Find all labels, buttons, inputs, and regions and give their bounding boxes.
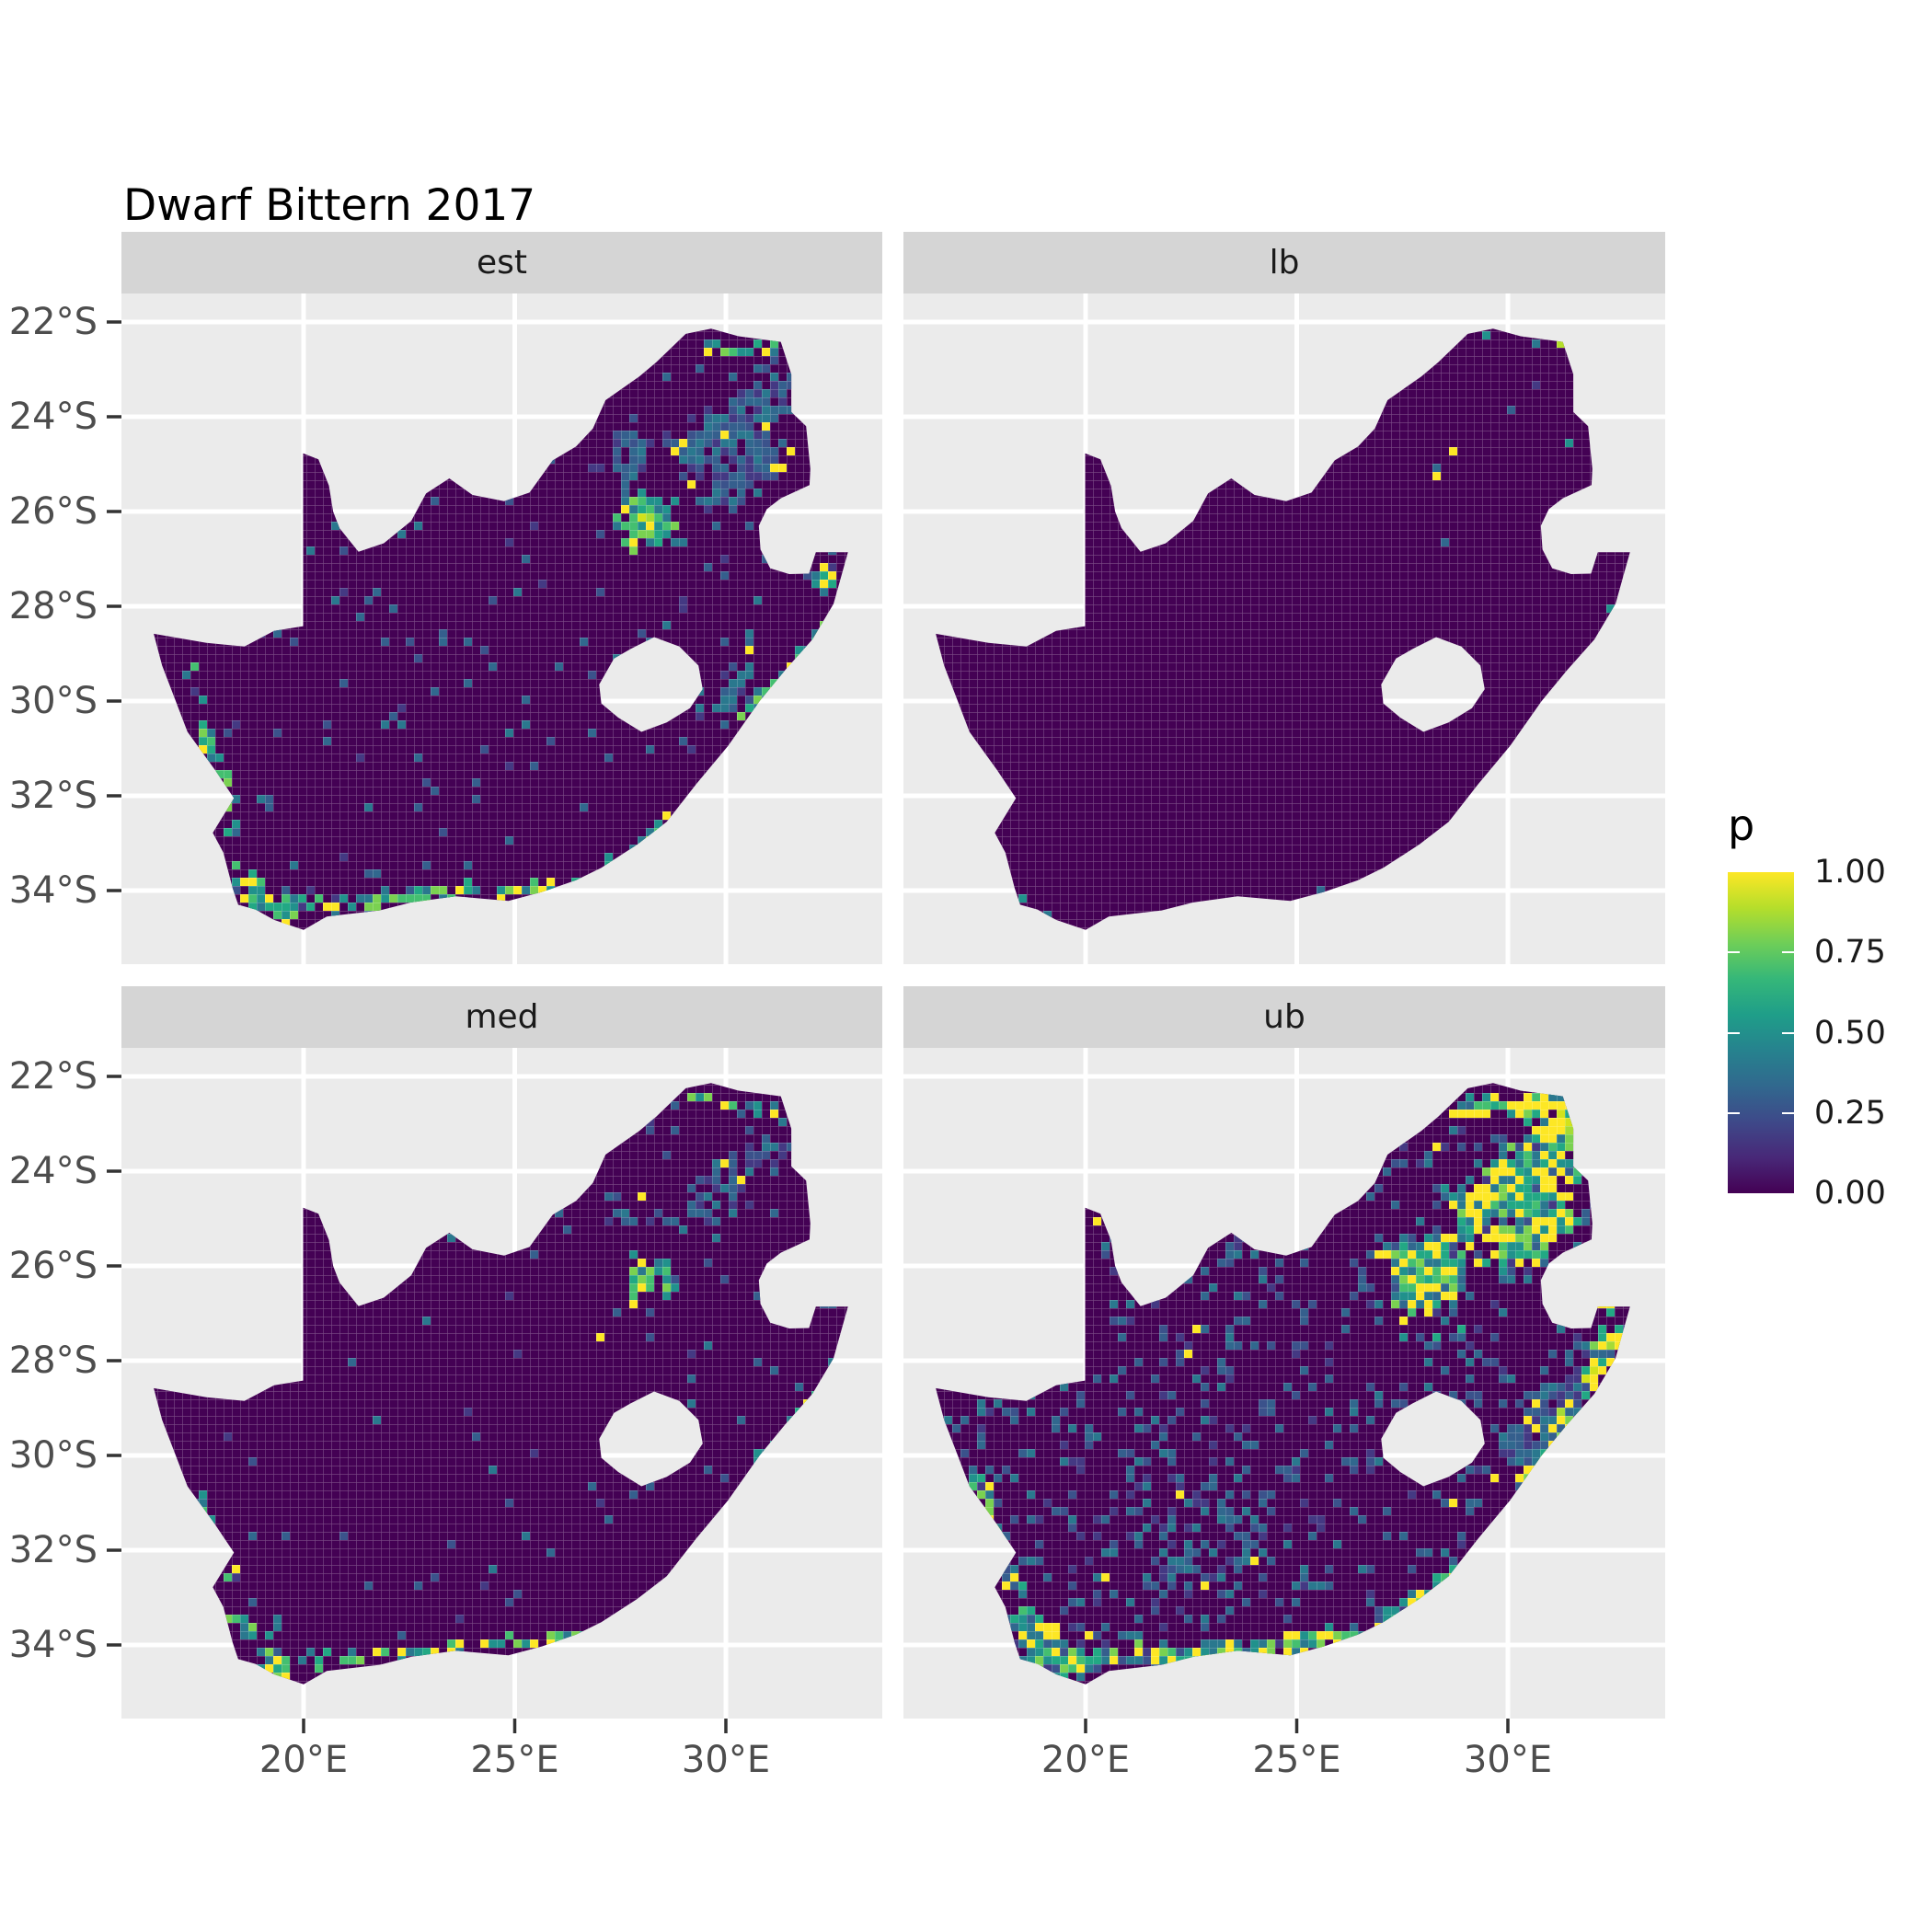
y-axis-label: 30°S — [8, 680, 98, 722]
facet-strip-med: med — [121, 986, 882, 1048]
y-axis-label: 32°S — [8, 775, 98, 817]
y-axis-label: 24°S — [8, 396, 98, 438]
colorbar-label: 1.00 — [1814, 854, 1886, 891]
y-axis-label: 28°S — [8, 1340, 98, 1382]
colorbar-label: 0.25 — [1814, 1094, 1886, 1132]
colorbar-tick — [1782, 1031, 1794, 1034]
y-axis-label: 34°S — [8, 869, 98, 912]
colorbar-legend: p 1.00 0.75 0.50 0.25 0.00 — [1711, 800, 1932, 1242]
y-axis-label: 28°S — [8, 585, 98, 627]
y-axis-label: 26°S — [8, 1245, 98, 1287]
colorbar-tick — [1782, 951, 1794, 954]
x-axis-label: 25°E — [1252, 1739, 1341, 1781]
colorbar-tick — [1728, 951, 1740, 954]
x-axis-label: 20°E — [259, 1739, 349, 1781]
facet-strip-est: est — [121, 232, 882, 293]
x-axis-label: 25°E — [470, 1739, 559, 1781]
y-axis-label: 22°S — [8, 1055, 98, 1098]
plot-title: Dwarf Bittern 2017 — [123, 180, 536, 231]
y-axis-label: 32°S — [8, 1529, 98, 1571]
legend-title: p — [1728, 800, 1755, 850]
y-axis-label: 30°S — [8, 1434, 98, 1477]
y-axis-label: 24°S — [8, 1150, 98, 1192]
x-axis-label: 30°E — [681, 1739, 771, 1781]
y-axis-label: 26°S — [8, 490, 98, 533]
y-axis-label: 22°S — [8, 301, 98, 343]
colorbar-tick — [1728, 1031, 1740, 1034]
colorbar-label: 0.75 — [1814, 934, 1886, 972]
colorbar-tick — [1728, 1111, 1740, 1114]
colorbar-tick — [1782, 1111, 1794, 1114]
y-axis-label: 34°S — [8, 1624, 98, 1666]
colorbar-label: 0.50 — [1814, 1014, 1886, 1052]
facet-strip-lb: lb — [903, 232, 1665, 293]
facet-strip-ub: ub — [903, 986, 1665, 1048]
colorbar-label: 0.00 — [1814, 1175, 1886, 1212]
x-axis-label: 30°E — [1463, 1739, 1553, 1781]
x-axis-label: 20°E — [1041, 1739, 1131, 1781]
